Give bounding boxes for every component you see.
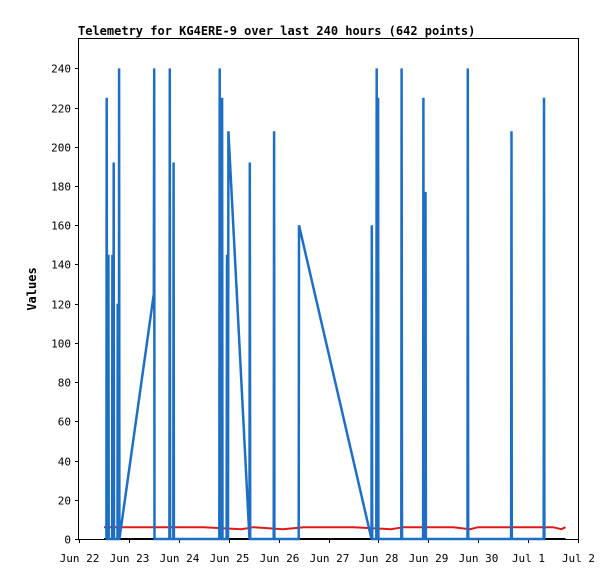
x-tick-label: Jun 22 [60, 552, 100, 565]
series-line-1 [105, 68, 546, 541]
x-tick-label: Jun 30 [459, 552, 499, 565]
y-tick-label: 200 [51, 142, 71, 155]
y-tick-label: 120 [51, 299, 71, 312]
y-tick-label: 40 [58, 456, 71, 469]
y-tick-label: 160 [51, 220, 71, 233]
y-tick-label: 60 [58, 416, 71, 429]
x-axis-ticks: Jun 22 Jun 23 Jun 24 Jun 25 Jun 26 Jun 27 Jun … [60, 539, 595, 565]
x-tick-label: Jun 24 [160, 552, 200, 565]
y-tick-label: 240 [51, 63, 71, 76]
y-tick-label: 80 [58, 377, 71, 390]
y-axis-label: Values [25, 267, 39, 310]
y-tick-label: 220 [51, 103, 71, 116]
y-tick-label: 140 [51, 259, 71, 272]
x-tick-label: Jun 26 [260, 552, 300, 565]
y-tick-label: 0 [64, 534, 71, 547]
x-tick-label: Jun 28 [359, 552, 399, 565]
series-layer [104, 68, 566, 541]
x-tick-label: Jun 29 [409, 552, 449, 565]
y-tick-label: 100 [51, 338, 71, 351]
x-tick-label: Jun 25 [210, 552, 250, 565]
y-tick-label: 180 [51, 181, 71, 194]
y-axis-ticks: 0 20 40 60 80 100 120 140 160 180 200 220 240 [51, 63, 79, 547]
x-tick-label: Jun 23 [110, 552, 150, 565]
x-tick-label: Jul 1 [512, 552, 545, 565]
y-tick-label: 20 [58, 495, 71, 508]
x-tick-label: Jul 2 [562, 552, 595, 565]
x-tick-label: Jun 27 [310, 552, 350, 565]
chart-title: Telemetry for KG4ERE-9 over last 240 hou… [78, 24, 475, 38]
